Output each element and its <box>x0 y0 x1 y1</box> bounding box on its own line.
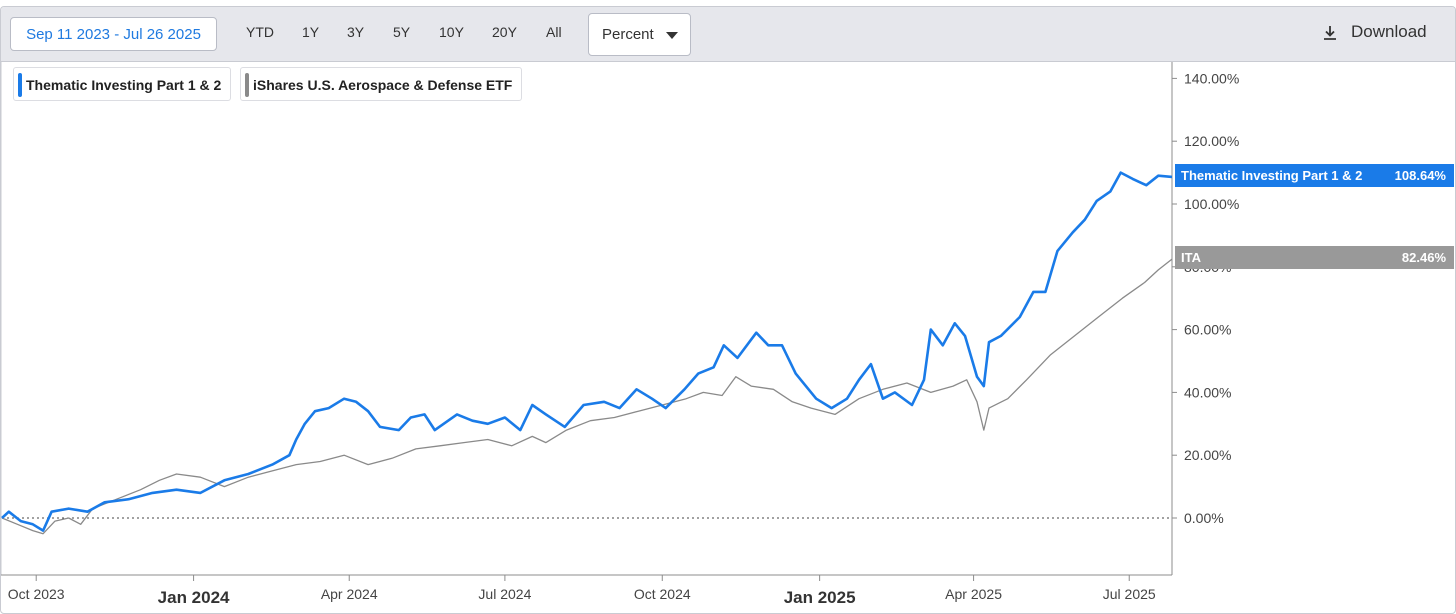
series-line-ita <box>1 258 1173 535</box>
series-line-thematic <box>1 171 1173 532</box>
range-10y-button[interactable]: 10Y <box>439 24 464 40</box>
last-value-tag-thematic: Thematic Investing Part 1 & 2 108.64% <box>1175 163 1454 187</box>
x-tick-label: Jul 2025 <box>1103 586 1156 602</box>
y-tick-label: 60.00% <box>1184 322 1231 338</box>
download-button[interactable]: Download <box>1321 22 1427 42</box>
x-tick-label: Oct 2023 <box>8 586 65 602</box>
unit-dropdown[interactable]: Percent <box>588 13 691 56</box>
legend-item-thematic[interactable]: Thematic Investing Part 1 & 2 <box>13 67 232 101</box>
x-tick-label: Oct 2024 <box>634 586 691 602</box>
x-tick-label: Apr 2024 <box>321 586 378 602</box>
range-all-button[interactable]: All <box>546 24 562 40</box>
y-tick-label: 20.00% <box>1184 447 1231 463</box>
range-5y-button[interactable]: 5Y <box>393 24 411 40</box>
x-tick-label: Jan 2024 <box>158 588 230 607</box>
range-ytd-button[interactable]: YTD <box>246 24 274 40</box>
chart-toolbar: Sep 11 2023 - Jul 26 2025 YTD 1Y 3Y 5Y 1… <box>1 7 1455 62</box>
legend-label: Thematic Investing Part 1 & 2 <box>26 77 222 93</box>
range-20y-button[interactable]: 20Y <box>492 24 517 40</box>
tag-series-name: Thematic Investing Part 1 & 2 <box>1181 167 1363 183</box>
y-tick-label: 0.00% <box>1184 510 1224 526</box>
legend-swatch <box>245 73 249 97</box>
tag-series-value: 82.46% <box>1401 250 1446 266</box>
y-tick-label: 100.00% <box>1184 196 1239 212</box>
legend-swatch <box>18 73 22 97</box>
range-1y-button[interactable]: 1Y <box>302 24 320 40</box>
chart-widget: Sep 11 2023 - Jul 26 2025 YTD 1Y 3Y 5Y 1… <box>0 6 1456 614</box>
x-tick-label: Jan 2025 <box>784 588 856 607</box>
legend-label: iShares U.S. Aerospace & Defense ETF <box>253 77 513 93</box>
chevron-down-icon <box>666 32 678 39</box>
range-3y-button[interactable]: 3Y <box>347 24 365 40</box>
y-tick-label: 120.00% <box>1184 133 1239 149</box>
date-range-picker[interactable]: Sep 11 2023 - Jul 26 2025 <box>10 17 217 51</box>
tag-series-name: ITA <box>1181 250 1201 266</box>
y-tick-label: 40.00% <box>1184 384 1231 400</box>
x-tick-label: Apr 2025 <box>945 586 1002 602</box>
legend-item-ita[interactable]: iShares U.S. Aerospace & Defense ETF <box>240 67 523 101</box>
last-value-tag-ita: ITA 82.46% <box>1175 246 1454 270</box>
download-icon <box>1324 26 1336 40</box>
tag-series-value: 108.64% <box>1394 167 1446 183</box>
x-tick-label: Jul 2024 <box>478 586 531 602</box>
y-tick-label: 140.00% <box>1184 70 1239 86</box>
download-label: Download <box>1351 22 1427 41</box>
unit-dropdown-value: Percent <box>602 26 654 43</box>
